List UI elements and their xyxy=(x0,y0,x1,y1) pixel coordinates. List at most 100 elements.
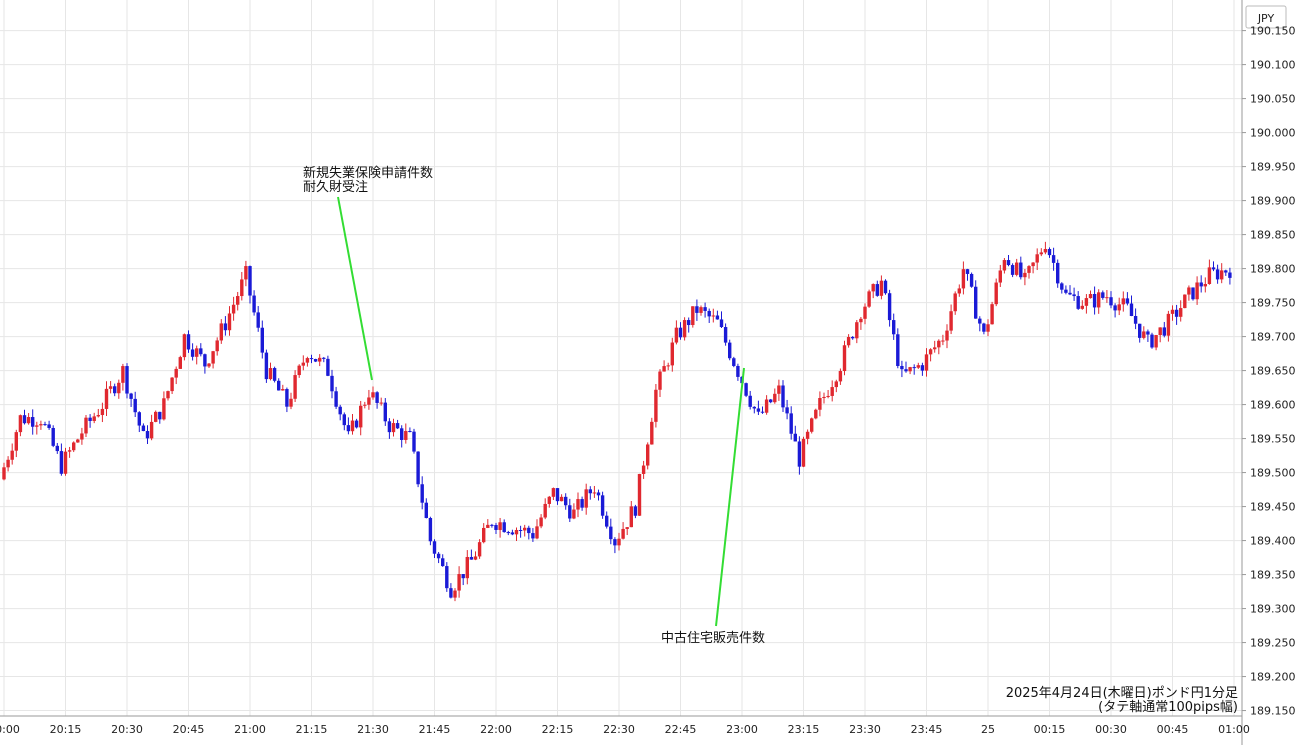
candle-down xyxy=(568,505,572,519)
candle-down xyxy=(978,318,982,324)
candle-up xyxy=(572,509,576,519)
footer-line-2: (タテ軸通常100pips幅) xyxy=(1098,700,1238,715)
candle-down xyxy=(904,369,908,372)
candle-down xyxy=(346,425,351,432)
candle-up xyxy=(76,439,80,443)
candle-up xyxy=(219,323,223,341)
candle-up xyxy=(162,398,166,420)
candle-down xyxy=(1113,305,1117,311)
candle-down xyxy=(1125,298,1130,304)
candle-up xyxy=(178,357,182,369)
candle-up xyxy=(539,517,543,527)
candle-up xyxy=(1220,270,1224,280)
candle-down xyxy=(789,413,793,434)
y-tick-label: 190.050 xyxy=(1250,93,1296,106)
candle-down xyxy=(145,431,150,439)
candle-down xyxy=(1162,327,1166,336)
candle-up xyxy=(842,345,847,372)
candle-up xyxy=(682,320,687,338)
candle-up xyxy=(1121,298,1125,305)
candle-down xyxy=(252,295,256,313)
candle-up xyxy=(801,438,806,467)
x-tick-label: 00:45 xyxy=(1157,723,1189,736)
candle-up xyxy=(535,526,539,539)
candle-down xyxy=(969,273,974,287)
candle-up xyxy=(953,293,957,312)
candle-up xyxy=(215,340,219,352)
y-tick-label: 189.150 xyxy=(1250,705,1296,718)
candle-up xyxy=(818,398,822,410)
x-tick-label: 23:30 xyxy=(849,723,881,736)
candle-down xyxy=(1109,297,1113,306)
candle-up xyxy=(207,363,211,367)
y-tick-label: 190.000 xyxy=(1250,127,1296,140)
candle-up xyxy=(949,311,953,331)
candle-up xyxy=(1080,305,1084,309)
candle-up xyxy=(117,382,121,394)
price-axis: JPY 190.150 190.100 190.050 190.000 189.950 1… xyxy=(1241,0,1296,745)
candle-up xyxy=(465,556,469,579)
candle-up xyxy=(1015,262,1019,275)
candle-down xyxy=(330,375,334,392)
event-marker-line xyxy=(337,196,373,381)
x-tick-label: 22:15 xyxy=(542,723,574,736)
candle-up xyxy=(104,388,109,409)
candle-up xyxy=(699,307,703,313)
candle-down xyxy=(420,484,424,503)
candle-down xyxy=(449,588,453,598)
candle-up xyxy=(773,393,777,403)
candle-down xyxy=(1228,272,1232,278)
candle-up xyxy=(994,282,998,305)
candle-up xyxy=(211,351,215,364)
candle-up xyxy=(855,322,859,339)
candle-up xyxy=(543,503,547,518)
candle-down xyxy=(383,402,387,422)
candle-down xyxy=(555,488,560,502)
candle-down xyxy=(338,406,342,415)
candle-up xyxy=(1142,331,1146,338)
candle-up xyxy=(96,415,100,417)
candle-up xyxy=(26,417,31,424)
candle-down xyxy=(1060,283,1064,290)
candle-down xyxy=(687,320,691,326)
candle-up xyxy=(838,371,843,382)
candle-up xyxy=(576,499,580,510)
candle-up xyxy=(453,590,457,598)
candle-down xyxy=(223,323,228,331)
candle-down xyxy=(22,415,27,424)
candle-up xyxy=(281,389,285,391)
candle-up xyxy=(67,450,72,452)
y-tick-label: 189.450 xyxy=(1250,501,1296,514)
candle-down xyxy=(1133,316,1138,324)
candle-down xyxy=(1019,262,1023,278)
candle-up xyxy=(879,280,884,296)
candle-down xyxy=(129,393,133,399)
candle-down xyxy=(912,367,916,369)
event-label: 新規失業保険申請件数 xyxy=(303,165,433,181)
candle-down xyxy=(531,533,535,539)
x-tick-label: 22:45 xyxy=(665,723,697,736)
y-tick-label: 189.650 xyxy=(1250,365,1296,378)
candle-down xyxy=(408,431,412,433)
candle-up xyxy=(371,392,375,398)
candle-down xyxy=(588,489,592,494)
candle-down xyxy=(756,408,761,412)
candle-up xyxy=(236,296,240,305)
candle-up xyxy=(100,408,105,416)
candle-up xyxy=(1154,335,1158,348)
candle-up xyxy=(859,318,863,323)
candle-up xyxy=(1088,294,1093,299)
candle-up xyxy=(928,349,933,355)
candle-up xyxy=(473,556,478,560)
y-tick-label: 189.350 xyxy=(1250,569,1296,582)
candle-up xyxy=(646,444,650,466)
candle-down xyxy=(785,407,789,414)
candle-up xyxy=(231,304,236,314)
x-tick-label: 00:15 xyxy=(1034,723,1066,736)
currency-box[interactable] xyxy=(1245,5,1287,29)
candle-up xyxy=(1170,309,1175,314)
candle-down xyxy=(1006,260,1011,266)
candle-down xyxy=(133,398,137,413)
x-tick-label: 21:45 xyxy=(419,723,451,736)
candle-up xyxy=(916,365,920,368)
